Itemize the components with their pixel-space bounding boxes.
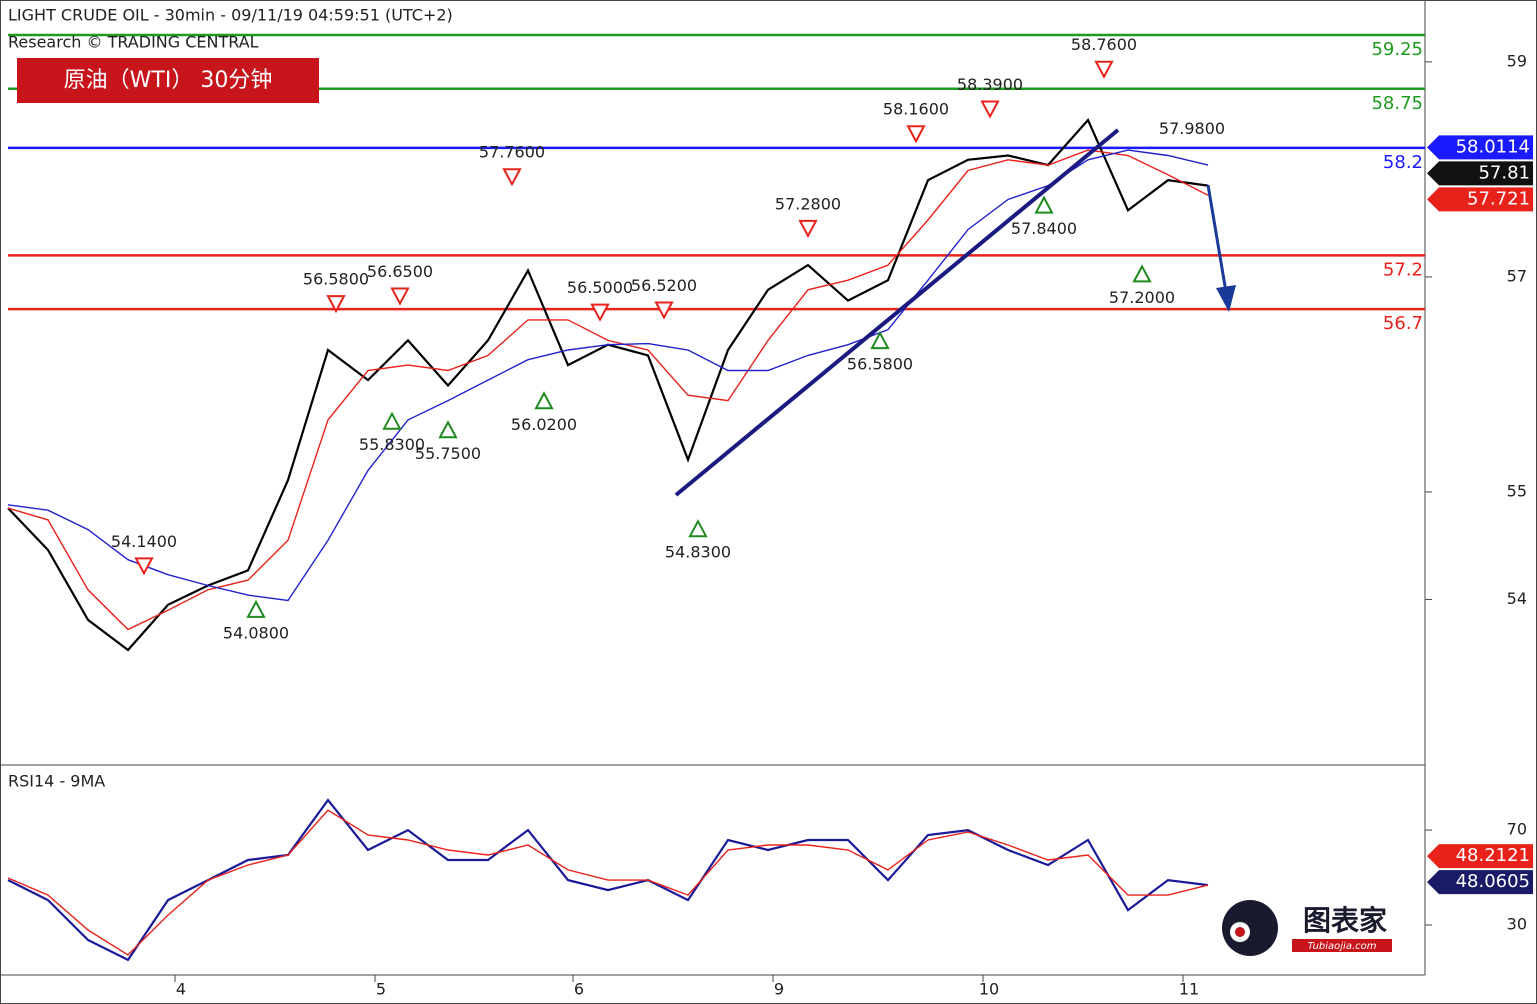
pivot-low-marker bbox=[438, 420, 458, 439]
pivot-high-marker bbox=[980, 100, 1000, 119]
pivot-label: 55.8300 bbox=[359, 435, 425, 454]
x-tick-label: 5 bbox=[376, 980, 386, 999]
pivot-low-marker bbox=[1132, 264, 1152, 283]
pivot-high-marker bbox=[1094, 60, 1114, 79]
pivot-low-marker bbox=[534, 391, 554, 410]
level-label: 58.2 bbox=[1383, 152, 1423, 173]
watermark-icon bbox=[1222, 900, 1278, 956]
pivot-label: 57.8400 bbox=[1011, 219, 1077, 238]
y-tick-label: 59 bbox=[1507, 51, 1527, 70]
level-label: 57.2 bbox=[1383, 259, 1423, 280]
pivot-low-marker bbox=[382, 411, 402, 430]
pivot-label: 56.5000 bbox=[567, 278, 633, 297]
price-box bbox=[1427, 161, 1533, 186]
watermark-icon bbox=[1235, 927, 1245, 937]
forecast-arrow-head bbox=[1216, 285, 1236, 312]
series-line bbox=[7, 149, 1209, 602]
pivot-label: 58.7600 bbox=[1071, 35, 1137, 54]
rsi-title: RSI14 - 9MA bbox=[8, 772, 105, 791]
pivot-high-marker bbox=[502, 168, 522, 187]
pivot-label: 57.7600 bbox=[479, 143, 545, 162]
price-box bbox=[1427, 135, 1533, 160]
pivot-label: 54.0800 bbox=[223, 623, 289, 642]
pivot-high-marker bbox=[390, 287, 410, 306]
price-box-label: 57.81 bbox=[1478, 162, 1530, 183]
pivot-low-marker bbox=[1034, 195, 1054, 214]
x-tick-label: 6 bbox=[574, 980, 584, 999]
x-tick-label: 9 bbox=[774, 980, 784, 999]
pivot-label: 56.6500 bbox=[367, 262, 433, 281]
y-tick-label: 54 bbox=[1507, 589, 1527, 608]
watermark-bar bbox=[1292, 939, 1392, 952]
badge-box bbox=[17, 58, 319, 103]
watermark: 图表家 Tubiaojia.com bbox=[1222, 900, 1392, 956]
pivot-low-marker bbox=[870, 330, 890, 350]
y-tick-label: 55 bbox=[1507, 481, 1527, 500]
pivot-high-marker bbox=[134, 557, 154, 576]
price-box bbox=[1427, 187, 1533, 212]
pivot-label: 54.1400 bbox=[111, 532, 177, 551]
y-tick-label: 30 bbox=[1507, 915, 1527, 934]
price-box-label: 58.0114 bbox=[1456, 136, 1530, 157]
series-line bbox=[7, 149, 1209, 631]
pivot-label: 57.2800 bbox=[775, 194, 841, 213]
watermark-name: 图表家 bbox=[1303, 904, 1387, 937]
series-line bbox=[7, 809, 1209, 956]
level-label: 58.75 bbox=[1371, 93, 1423, 114]
y-tick-label: 70 bbox=[1507, 820, 1527, 839]
pivot-label: 55.7500 bbox=[415, 444, 481, 463]
forecast-arrow bbox=[1206, 184, 1228, 293]
pivot-high-marker bbox=[906, 125, 926, 144]
watermark-url: Tubiaojia.com bbox=[1307, 941, 1376, 952]
price-box-label: 57.721 bbox=[1467, 188, 1530, 209]
level-label: 56.7 bbox=[1383, 313, 1423, 334]
price-box bbox=[1427, 870, 1533, 895]
pivot-label: 56.5800 bbox=[303, 270, 369, 289]
y-tick-label: 57 bbox=[1507, 266, 1527, 285]
chart-subtitle: Research © TRADING CENTRAL bbox=[8, 33, 259, 52]
pivot-high-marker bbox=[654, 301, 674, 320]
pivot-label: 56.5200 bbox=[631, 276, 697, 295]
pivot-high-marker bbox=[326, 295, 346, 314]
badge-text: 原油（WTI） 30分钟 bbox=[64, 68, 273, 93]
x-tick-label: 11 bbox=[1179, 980, 1199, 999]
x-tick-label: 10 bbox=[979, 980, 999, 999]
level-label: 59.25 bbox=[1371, 39, 1423, 60]
price-box-label: 48.2121 bbox=[1456, 845, 1530, 866]
pivot-high-marker bbox=[590, 303, 610, 322]
pivot-label: 58.1600 bbox=[883, 100, 949, 119]
pivot-low-marker bbox=[246, 599, 266, 618]
x-tick-label: 4 bbox=[176, 980, 186, 999]
pivot-label: 58.3900 bbox=[957, 75, 1023, 94]
pivot-label: 57.2000 bbox=[1109, 288, 1175, 307]
pivot-label: 57.9800 bbox=[1159, 119, 1225, 138]
price-box bbox=[1427, 844, 1533, 869]
chart-title: LIGHT CRUDE OIL - 30min - 09/11/19 04:59… bbox=[8, 6, 453, 25]
pivot-high-marker bbox=[798, 219, 818, 238]
pivot-low-marker bbox=[688, 519, 708, 538]
trend-line bbox=[674, 128, 1120, 497]
price-box-label: 48.0605 bbox=[1456, 871, 1530, 892]
pivot-label: 54.8300 bbox=[665, 543, 731, 562]
pivot-label: 56.5800 bbox=[847, 355, 913, 374]
pivot-label: 56.0200 bbox=[511, 415, 577, 434]
